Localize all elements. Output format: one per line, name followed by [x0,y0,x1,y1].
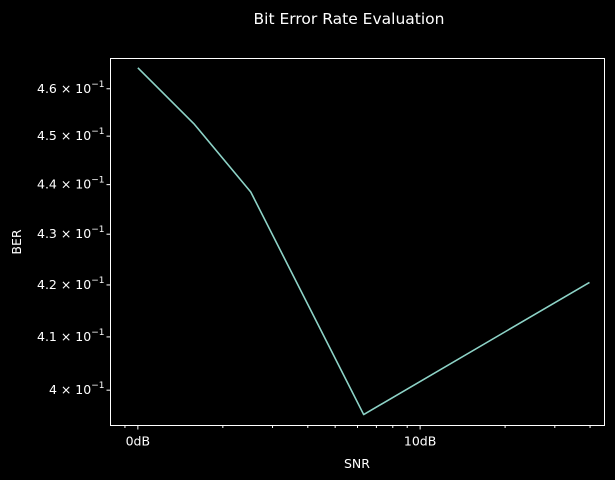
y-tick-label-1: 4.1 × 10−1 [37,328,105,344]
y-tick-label-2: 4.2 × 10−1 [37,276,105,292]
x-tick-label-1: 10dB [404,434,436,449]
x-axis-label: SNR [344,456,370,471]
y-tick-label-4: 4.4 × 10−1 [37,176,105,192]
y-axis-label: BER [9,229,24,254]
y-tick-label-3: 4.3 × 10−1 [37,225,105,241]
x-axis: 0dB 10dB [124,425,591,449]
x-tick-label-0: 0dB [126,434,150,449]
chart-title: Bit Error Rate Evaluation [254,10,445,28]
y-tick-label-6: 4.6 × 10−1 [37,80,105,96]
series-layer [137,67,590,416]
y-axis: 4 × 10−1 4.1 × 10−1 4.2 × 10−1 4.3 × 10−1 4.… [37,80,111,397]
y-tick-label-5: 4.5 × 10−1 [37,127,105,143]
y-tick-label-0: 4 × 10−1 [49,381,105,397]
series-line-0 [137,67,590,416]
